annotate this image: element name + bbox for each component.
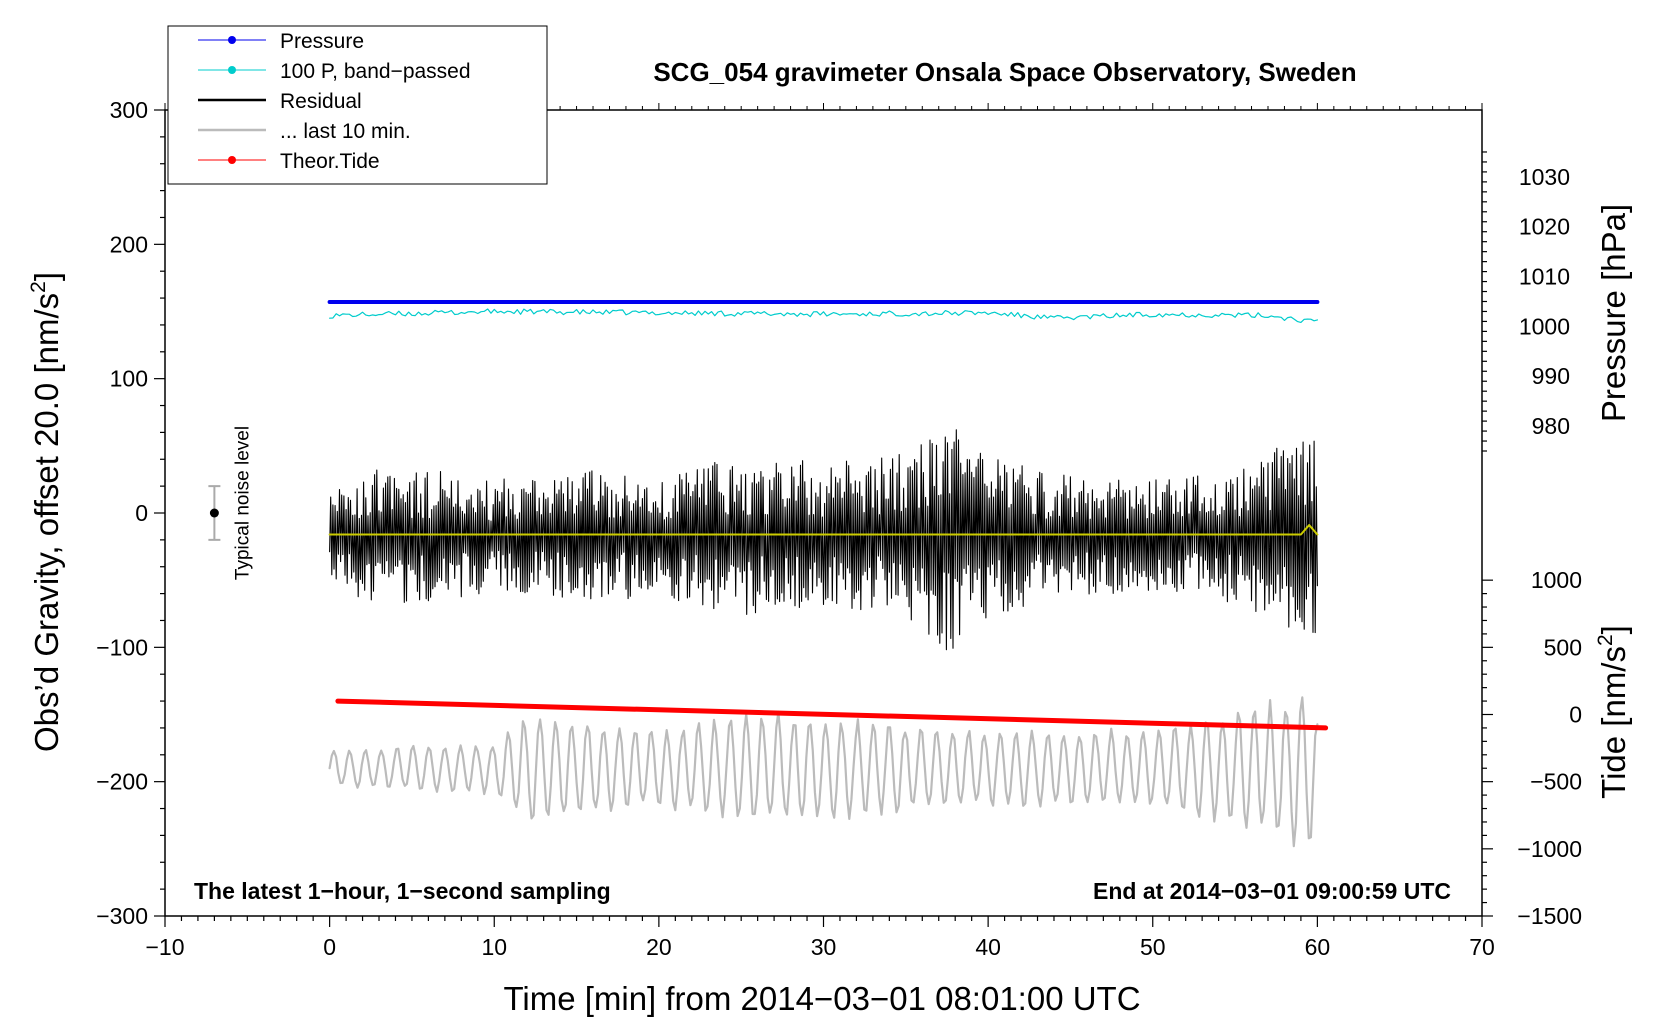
tide-tick-label: −500 <box>1530 769 1582 795</box>
x-tick-label: 10 <box>481 934 507 960</box>
legend-swatch-dot <box>228 156 236 164</box>
y-axis-label-tide-text: Tide [nm/s <box>1595 646 1632 799</box>
tide-tick-label: 500 <box>1544 634 1582 660</box>
y-axis-label-left-sup: 2 <box>27 281 50 293</box>
noise-center-dot <box>209 508 219 518</box>
x-tick-label: 60 <box>1305 934 1331 960</box>
tick-layer: −10 0 10 20 30 40 50 60 703002001000−100−200−300… <box>96 97 1582 960</box>
y-axis-label-left-text: Obs’d Gravity, offset 20.0 [nm/s <box>28 293 65 752</box>
legend-label: 100 P, band−passed <box>280 60 471 83</box>
residual-mean-line <box>328 524 1319 536</box>
tide-tick-label: −1000 <box>1517 836 1582 862</box>
x-tick-label: 0 <box>323 934 336 960</box>
legend-label: Pressure <box>280 30 364 53</box>
theoretical-tide-line <box>335 698 1329 731</box>
legend-label: Residual <box>280 90 362 113</box>
pressure-tick-label: 980 <box>1532 413 1570 439</box>
y-tick-label: −200 <box>96 769 148 795</box>
legend-label: ... last 10 min. <box>280 120 411 143</box>
tide-tick-label: 1000 <box>1531 567 1582 593</box>
pressure-tick-label: 990 <box>1532 363 1570 389</box>
y-tick-label: −100 <box>96 634 148 660</box>
legend-swatch-dot <box>228 36 236 44</box>
pressure-tick-label: 1000 <box>1519 313 1570 339</box>
x-axis-label: Time [min] from 2014−03−01 08:01:00 UTC <box>503 980 1140 1017</box>
y-axis-label-pressure: Pressure [hPa] <box>1595 204 1632 422</box>
chart-title: SCG_054 gravimeter Onsala Space Observat… <box>653 57 1356 87</box>
x-tick-label: −10 <box>145 934 184 960</box>
tide-tick-label: −1500 <box>1517 903 1582 929</box>
x-tick-label: 30 <box>811 934 837 960</box>
y-axis-label-left-end: ] <box>28 272 65 281</box>
x-tick-label: 40 <box>975 934 1001 960</box>
x-tick-label: 70 <box>1469 934 1495 960</box>
pressure-tick-label: 1010 <box>1519 264 1570 290</box>
end-time-note: End at 2014−03−01 09:00:59 UTC <box>1093 878 1451 904</box>
last-10-min-line <box>328 696 1319 848</box>
pressure-tick-label: 1030 <box>1519 164 1570 190</box>
y-tick-label: 0 <box>135 500 148 526</box>
noise-level-indicator: Typical noise level <box>208 426 253 580</box>
sampling-note: The latest 1−hour, 1−second sampling <box>194 878 611 904</box>
y-tick-label: 100 <box>110 366 148 392</box>
y-axis-label-tide-sup: 2 <box>1594 634 1617 646</box>
legend-swatch-dot <box>228 66 236 74</box>
tide-tick-label: 0 <box>1569 702 1582 728</box>
pressure-tick-label: 1020 <box>1519 214 1570 240</box>
legend-label: Theor.Tide <box>280 150 380 173</box>
bandpassed-pressure-line <box>329 308 1318 323</box>
y-axis-label-tide: Tide [nm/s2] <box>1594 625 1632 799</box>
legend: Pressure 100 P, band−passed Residual ... la… <box>167 25 548 185</box>
series-layer <box>327 300 1329 848</box>
x-tick-label: 50 <box>1140 934 1166 960</box>
y-tick-label: −300 <box>96 903 148 929</box>
y-axis-label-left: Obs’d Gravity, offset 20.0 [nm/s2] <box>27 272 65 752</box>
noise-level-label: Typical noise level <box>232 426 253 580</box>
y-tick-label: 200 <box>110 231 148 257</box>
y-axis-label-tide-end: ] <box>1595 625 1632 634</box>
residual-line <box>329 429 1318 651</box>
y-tick-label: 300 <box>110 97 148 123</box>
x-tick-label: 20 <box>646 934 672 960</box>
